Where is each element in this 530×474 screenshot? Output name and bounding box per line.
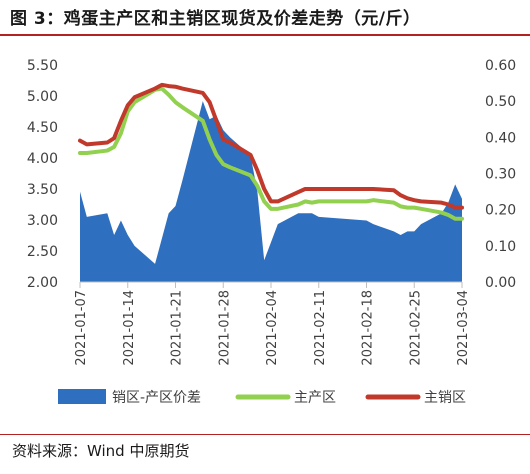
series-line-main-sales	[78, 82, 464, 210]
x-tick-label: 2021-01-14	[122, 290, 137, 366]
x-tick-label: 2021-02-18	[361, 290, 376, 366]
y-right-tick-label: 0.50	[485, 94, 516, 110]
x-tick-label: 2021-02-25	[408, 290, 423, 366]
y-left-tick-label: 2.00	[27, 275, 58, 291]
y-left-tick-label: 5.00	[27, 89, 58, 105]
area-layer	[80, 101, 462, 282]
source-divider	[0, 434, 530, 435]
axes-layer: 2.00 2.50 3.00 3.50 4.00 4.50 5.00 5.50 0.00 0.10…	[27, 58, 516, 366]
legend-label-spread: 销区-产区价差	[112, 390, 201, 406]
x-tick-label: 2021-02-11	[313, 290, 328, 366]
y-right-tick-label: 0.30	[485, 167, 516, 183]
y-right-tick-label: 0.20	[485, 203, 516, 219]
legend-label-main-production: 主产区	[294, 390, 336, 406]
y-left-tick-label: 4.00	[27, 151, 58, 167]
x-tick-label: 2021-01-07	[74, 290, 89, 366]
y-left-tick-label: 4.50	[27, 120, 58, 136]
legend-label-main-sales: 主销区	[424, 390, 466, 406]
line-layer	[78, 82, 464, 221]
x-tick-label: 2021-01-28	[217, 290, 232, 366]
series-line-main-production	[78, 86, 464, 221]
y-right-tick-label: 0.40	[485, 130, 516, 146]
page-title: 图 3：鸡蛋主产区和主销区现货及价差走势（元/斤）	[10, 9, 421, 29]
y-left-tick-label: 5.50	[27, 58, 58, 74]
x-tick-label: 2021-02-04	[265, 290, 280, 366]
y-right-tick-label: 0.60	[485, 58, 516, 74]
x-tick-label: 2021-01-21	[170, 290, 185, 366]
y-right-tick-label: 0.00	[485, 275, 516, 291]
legend-swatch-spread	[58, 389, 106, 404]
legend: 销区-产区价差 主产区 主销区	[58, 389, 466, 406]
x-tick-label: 2021-03-04	[456, 290, 471, 366]
source-note: 资料来源：Wind 中原期货	[12, 442, 190, 460]
y-left-tick-label: 3.50	[27, 182, 58, 198]
title-divider	[0, 34, 530, 36]
y-left-tick-label: 3.00	[27, 213, 58, 229]
chart: 2.00 2.50 3.00 3.50 4.00 4.50 5.00 5.50 0.00 0.10…	[27, 58, 516, 406]
y-left-tick-label: 2.50	[27, 244, 58, 260]
series-area-spread	[80, 101, 462, 282]
y-right-tick-label: 0.10	[485, 239, 516, 255]
